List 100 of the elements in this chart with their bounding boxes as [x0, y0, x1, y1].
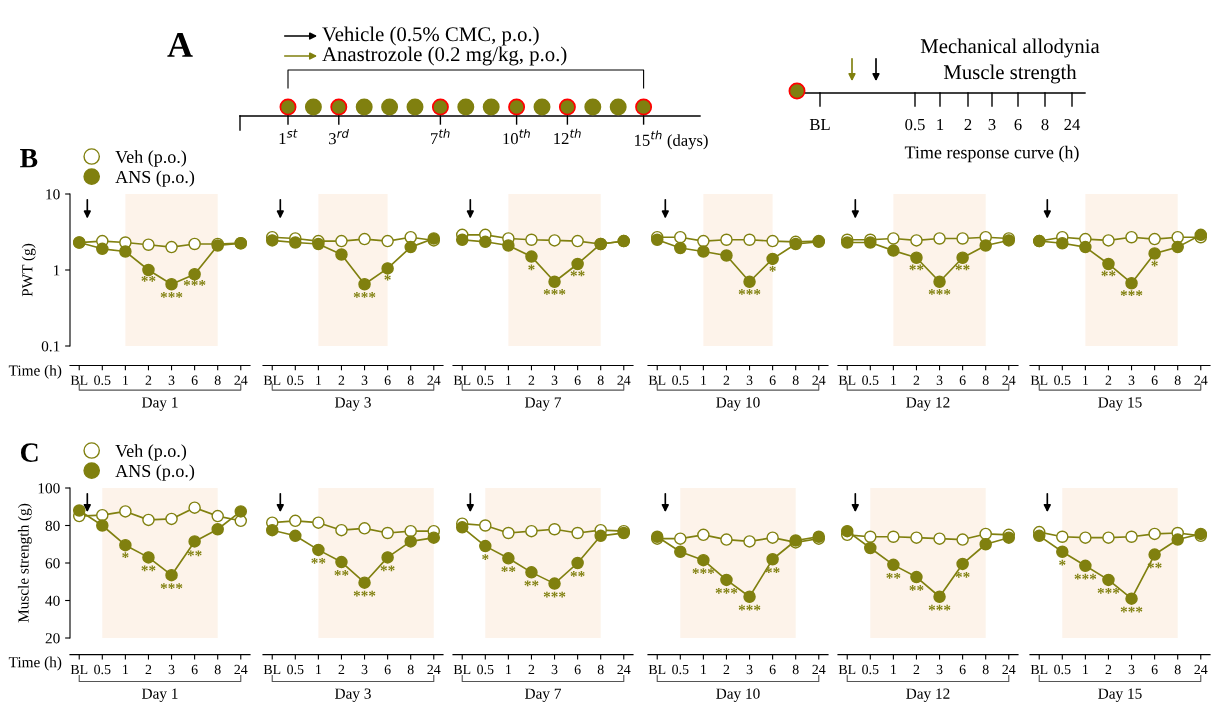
annotation: *: [384, 274, 391, 281]
y-tick-label: 0.1: [41, 341, 60, 352]
x-tick-label: 2: [913, 664, 920, 675]
annotation: *: [1151, 260, 1158, 267]
annotation: **: [570, 270, 585, 277]
x-tick-label: 1: [891, 664, 897, 675]
x-axis-title: Day 3: [334, 397, 371, 411]
x-tick-label: 3: [746, 664, 753, 675]
x-tick-label: 24: [427, 375, 441, 385]
x-tick-label: 8: [214, 375, 221, 385]
x-tick-label: 3: [1128, 664, 1135, 675]
x-tick-label: 6: [769, 664, 776, 675]
annotation: **: [334, 570, 349, 576]
annotation: ***: [353, 590, 376, 597]
annotation: ***: [715, 587, 738, 594]
x-tick-label: 3: [551, 375, 558, 385]
x-axis-title: Day 3: [334, 688, 371, 702]
annotation: **: [886, 572, 901, 579]
x-tick-label: 2: [1105, 664, 1112, 675]
x-tick-label: BL: [263, 664, 281, 675]
x-tick-label: 3: [551, 664, 558, 675]
x-tick-label: 24: [812, 664, 826, 675]
x-tick-label: 3: [361, 664, 368, 675]
x-tick-label: 8: [214, 664, 221, 675]
annotation: ***: [160, 583, 183, 589]
x-tick-label: 2: [528, 375, 535, 385]
text: B: [20, 149, 38, 168]
x-tick-label: 3: [168, 664, 175, 675]
y-tick-label: 20: [45, 633, 60, 644]
x-tick-label: 3: [361, 375, 368, 385]
x-tick-label: 2: [338, 375, 345, 385]
x-axis-title: Day 7: [524, 397, 562, 411]
x-tick-label: 8: [792, 664, 799, 675]
x-tick-label: 24: [1002, 664, 1016, 675]
x-tick-label: 0.5: [862, 375, 879, 385]
text: 1: [937, 119, 944, 130]
x-tick-label: BL: [648, 375, 666, 385]
annotation: ***: [1097, 587, 1120, 594]
x-tick-label: BL: [1030, 375, 1048, 385]
x-tick-label: 2: [338, 664, 345, 675]
x-tick-label: 1: [891, 375, 897, 385]
x-tick-label: 1: [316, 375, 322, 385]
annotation: **: [141, 565, 156, 572]
annotation: **: [909, 264, 924, 271]
x-tick-label: 1: [123, 375, 129, 385]
x-tick-label: 0.5: [477, 375, 494, 385]
x-tick-label: 6: [191, 375, 198, 385]
x-axis-title: Day 10: [716, 688, 760, 702]
x-tick-label: 2: [528, 664, 535, 675]
x-tick-label: 3: [746, 375, 753, 385]
x-tick-label: 2: [723, 664, 730, 675]
text: C: [20, 443, 38, 462]
x-tick-label: BL: [70, 375, 88, 385]
x-tick-label: 24: [234, 375, 248, 385]
x-tick-label: 2: [145, 664, 152, 675]
text: Mechanical allodynia: [920, 38, 1100, 58]
annotation: ***: [543, 289, 566, 295]
y-tick-label: 1: [53, 265, 60, 276]
x-tick-label: 6: [959, 664, 966, 675]
annotation: ***: [928, 289, 951, 295]
legend-label: Veh (p.o.): [115, 444, 187, 461]
x-tick-label: BL: [838, 664, 856, 675]
text: BL: [809, 119, 830, 131]
annotation: **: [570, 571, 585, 577]
x-tick-label: 8: [597, 664, 604, 675]
x-tick-label: 0.5: [862, 664, 879, 675]
annotation: ***: [543, 591, 566, 598]
y-axis-title: PWT (g): [21, 243, 36, 297]
text: A: [167, 32, 193, 57]
annotation: ***: [1120, 290, 1143, 297]
x-tick-label: 6: [574, 375, 581, 385]
text: 3$^{rd}$: [329, 128, 349, 145]
x-tick-label: 3: [168, 375, 175, 385]
x-tick-label: 24: [1194, 664, 1208, 675]
x-tick-label: 8: [982, 375, 989, 385]
x-tick-label: 2: [145, 375, 152, 385]
x-tick-label: 8: [1174, 664, 1181, 675]
x-tick-label: 6: [384, 375, 391, 385]
x-axis-title: Day 1: [141, 688, 178, 702]
x-tick-label: 1: [701, 375, 707, 385]
y-axis-title: Muscle strength (g): [17, 503, 32, 623]
text: 8: [1041, 118, 1049, 131]
x-tick-label: 24: [1194, 375, 1208, 385]
x-tick-label: 0.5: [477, 664, 494, 675]
x-tick-label: BL: [1030, 664, 1048, 675]
x-tick-label: 0.5: [94, 375, 111, 385]
x-tick-label: 0.5: [94, 664, 111, 675]
x-tick-label: 6: [1151, 664, 1158, 675]
x-tick-label: 3: [1128, 375, 1135, 385]
text: Time (h): [8, 656, 62, 671]
x-axis-title: Day 12: [906, 397, 950, 411]
annotation: *: [528, 264, 535, 271]
legend-label: ANS (p.o.): [115, 464, 195, 481]
legend-label: ANS (p.o.): [115, 170, 195, 187]
x-tick-label: 24: [617, 664, 631, 675]
text: Muscle strength: [943, 64, 1077, 84]
x-tick-label: 1: [123, 664, 129, 675]
annotation: **: [909, 585, 924, 591]
annotation: **: [187, 550, 202, 557]
x-tick-label: 1: [506, 375, 512, 385]
